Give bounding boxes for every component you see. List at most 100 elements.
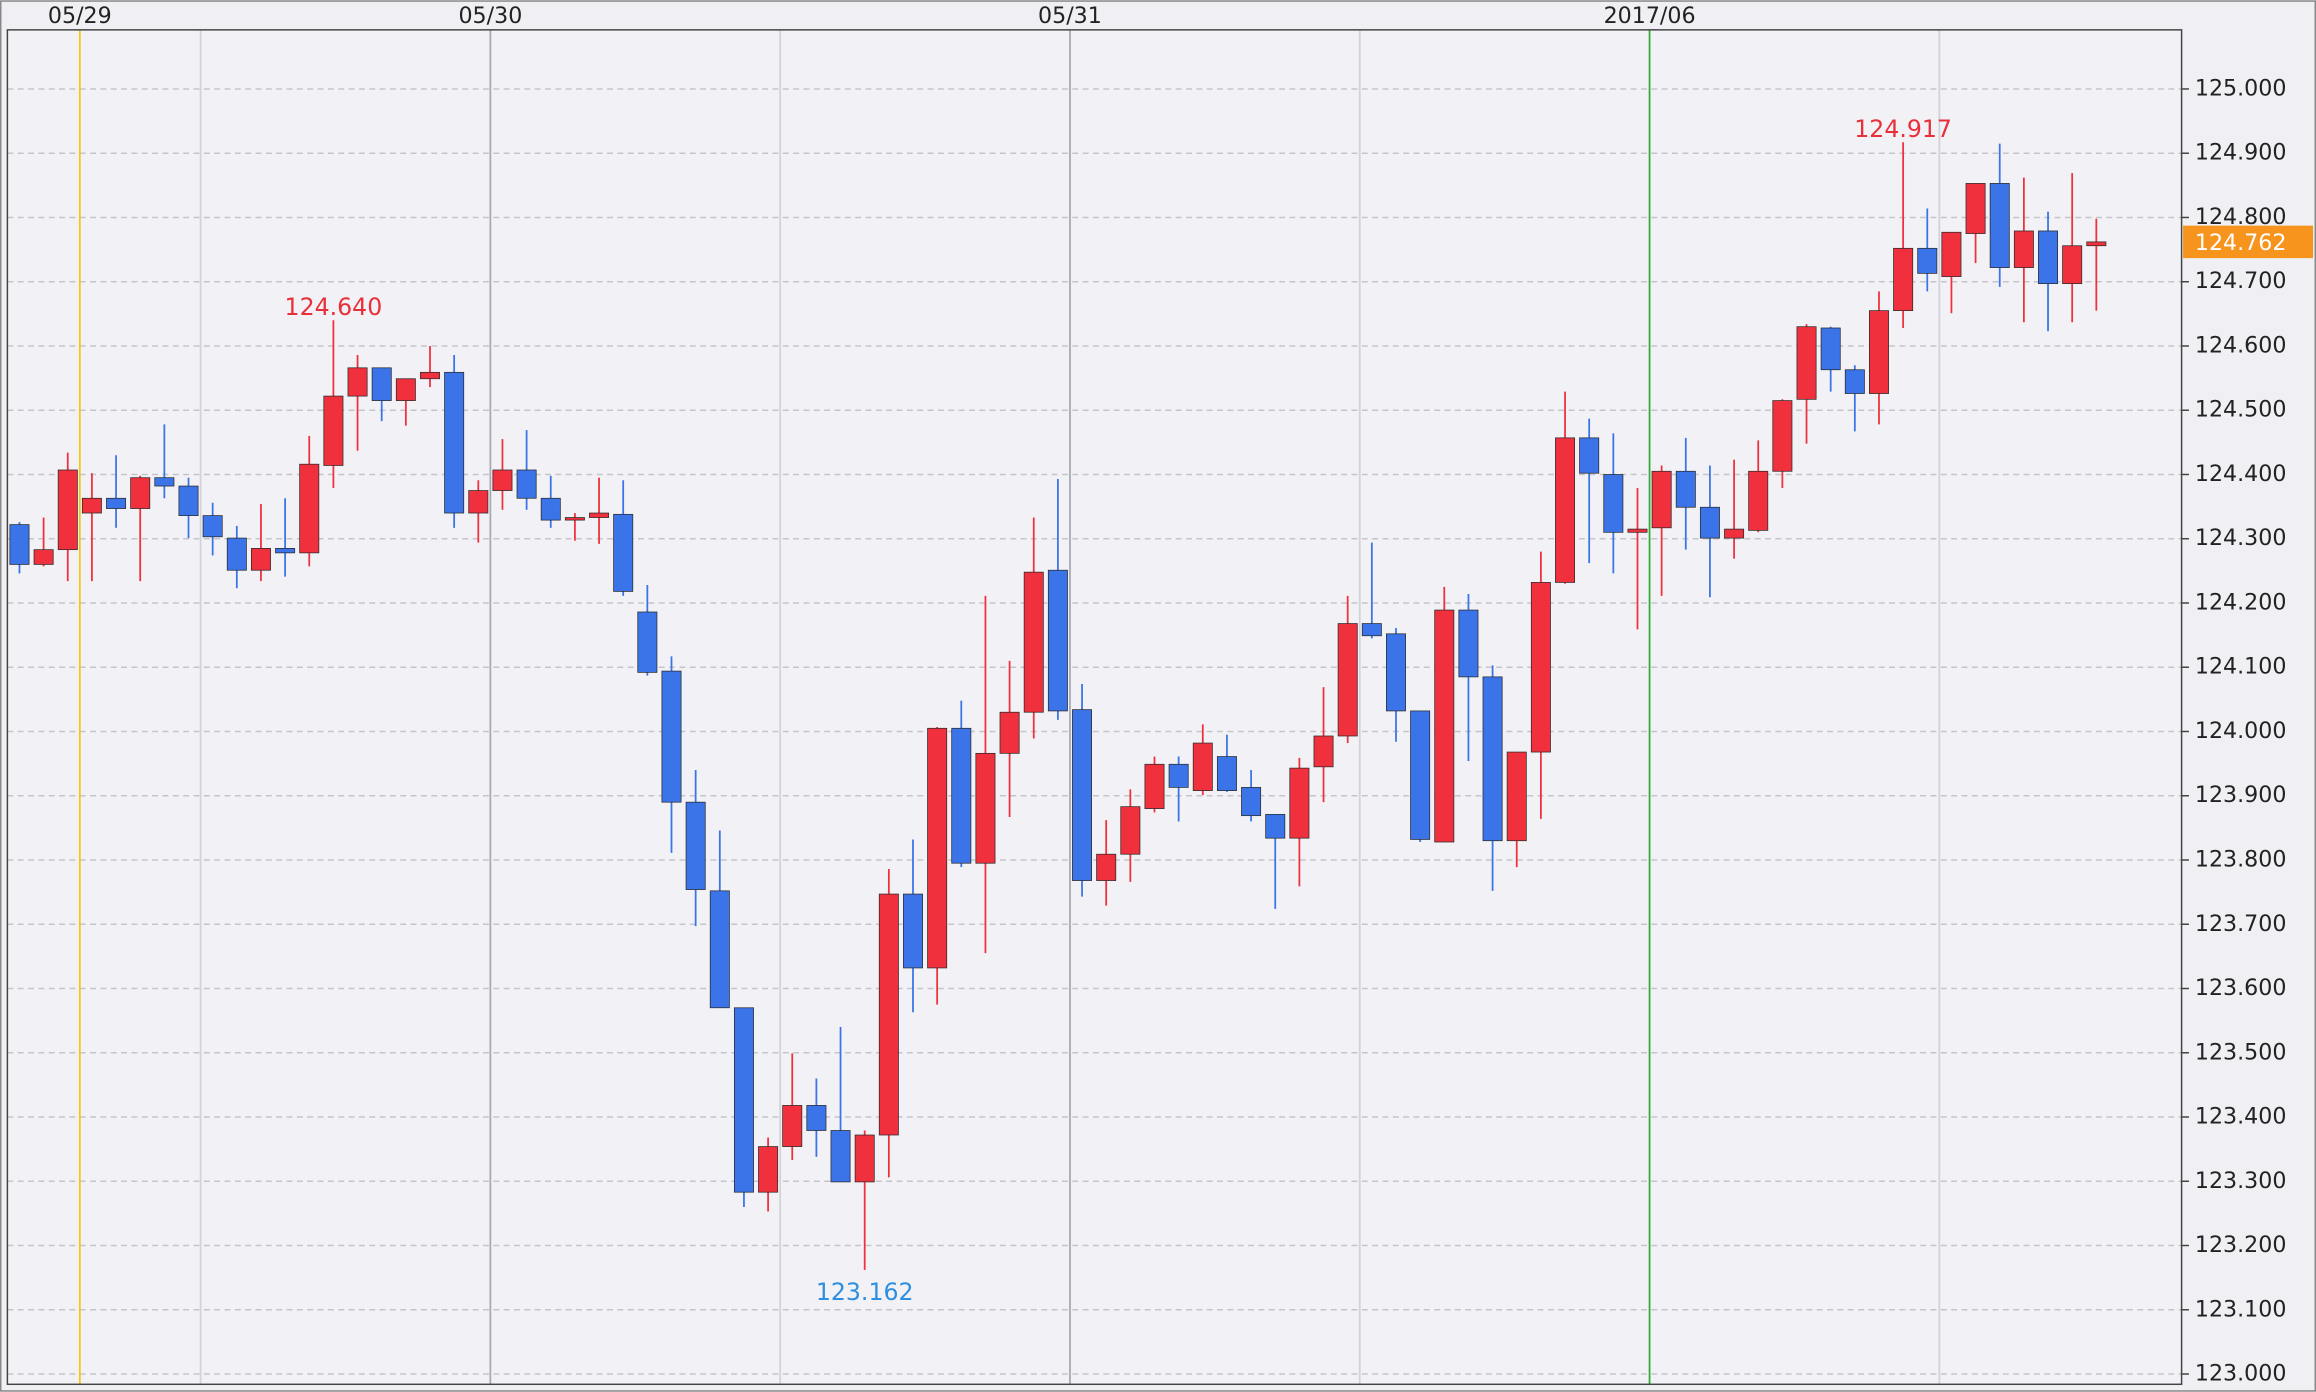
candle-body (564, 517, 585, 521)
y-tick-label: 123.200 (2195, 1232, 2287, 1258)
candle-body (1386, 633, 1406, 712)
candle-body (492, 469, 513, 491)
candle-body (420, 371, 440, 380)
last-price-box (2183, 225, 2314, 259)
candle-body (178, 485, 199, 516)
candle-body (57, 469, 78, 551)
x-tick-label: 05/30 (458, 3, 522, 29)
candle-body (1820, 327, 1841, 371)
y-tick-label: 124.000 (2195, 718, 2287, 744)
candle-body (9, 524, 30, 565)
plot-border (6, 29, 2183, 1386)
candle-body (637, 611, 658, 673)
candle-body (2062, 245, 2083, 285)
candle-body (1627, 528, 1648, 533)
y-tick-label: 124.600 (2195, 332, 2287, 358)
y-tick-label: 124.900 (2195, 140, 2287, 166)
candle-body (1796, 326, 1817, 400)
candle-body (2086, 241, 2107, 247)
candle-body (1603, 474, 1624, 533)
candle-body (275, 548, 296, 554)
candle-body (1893, 247, 1914, 312)
y-tick-label: 123.500 (2195, 1039, 2287, 1065)
y-tick-label: 123.000 (2195, 1361, 2287, 1387)
y-tick-label: 124.400 (2195, 461, 2287, 487)
plot-area (7, 29, 2182, 1385)
candle-body (806, 1105, 827, 1131)
candle-body (685, 801, 706, 890)
low-label: 123.162 (816, 1278, 914, 1306)
x-tick-label: 05/31 (1038, 3, 1102, 29)
candle-body (1168, 763, 1189, 788)
candle-body (1337, 623, 1358, 737)
candle-body (1772, 400, 1793, 472)
candle-body (927, 727, 948, 969)
candle-body (1506, 751, 1527, 842)
high-label: 124.640 (285, 293, 383, 321)
x-tick-label: 05/29 (48, 3, 112, 29)
candle-body (1579, 437, 1600, 474)
candle-body (371, 367, 392, 401)
candle-body (226, 537, 247, 571)
candle-body (589, 512, 610, 518)
last-price-label: 124.762 (2195, 230, 2287, 256)
candle-body (1458, 609, 1479, 678)
candle-body (444, 371, 465, 514)
candle-body (613, 513, 634, 592)
candle-body (1072, 709, 1093, 881)
candle-body (1989, 183, 2010, 268)
candle-body (661, 670, 682, 803)
candle-body (1241, 787, 1262, 817)
candle-body (1120, 806, 1141, 855)
candle-body (1361, 623, 1382, 637)
y-tick-label: 123.800 (2195, 846, 2287, 872)
y-tick-label: 124.800 (2195, 204, 2287, 230)
candle-body (1941, 231, 1962, 277)
candle-body (1724, 528, 1745, 539)
candle-body (1869, 310, 1889, 394)
candle-body (975, 752, 996, 864)
candle-body (1651, 470, 1672, 529)
candle-body (1434, 609, 1455, 843)
candle-body (202, 515, 223, 538)
candle-body (1192, 742, 1213, 791)
candle-body (709, 890, 730, 1009)
y-tick-label: 123.300 (2195, 1168, 2287, 1194)
y-tick-label: 124.200 (2195, 589, 2287, 615)
candle-body (1917, 247, 1938, 274)
x-tick-label: 2017/06 (1604, 3, 1696, 29)
candle-body (1844, 369, 1865, 394)
candle-body (1748, 470, 1769, 531)
candle-body (33, 549, 54, 565)
candle-body (1699, 506, 1720, 539)
candle-body (999, 711, 1020, 754)
y-tick-label: 123.600 (2195, 975, 2287, 1001)
candle-body (1530, 582, 1551, 753)
candle-body (733, 1007, 754, 1193)
candle-body (1096, 853, 1117, 881)
candle-body (2013, 230, 2034, 268)
y-tick-label: 124.100 (2195, 654, 2287, 680)
y-tick-label: 124.300 (2195, 525, 2287, 551)
candle-body (347, 367, 368, 397)
candle-body (1410, 710, 1431, 840)
candle-body (81, 497, 102, 514)
candle-body (1216, 756, 1237, 791)
plot-layer: 124.640 123.162 124.917 (7, 29, 2189, 1385)
candle-body (1482, 676, 1503, 842)
candle-body (1675, 470, 1696, 508)
candle-body (468, 490, 489, 514)
candle-body (830, 1130, 851, 1183)
y-tick-label: 124.700 (2195, 268, 2287, 294)
candle-body (1047, 569, 1068, 712)
y-tick-label: 123.400 (2195, 1104, 2287, 1130)
y-tick-label: 123.900 (2195, 782, 2287, 808)
candle-body (106, 497, 127, 509)
y-tick-label: 123.700 (2195, 911, 2287, 937)
y-tick-label: 124.500 (2195, 397, 2287, 423)
candle-body (951, 727, 972, 864)
y-tick-label: 123.100 (2195, 1296, 2287, 1322)
